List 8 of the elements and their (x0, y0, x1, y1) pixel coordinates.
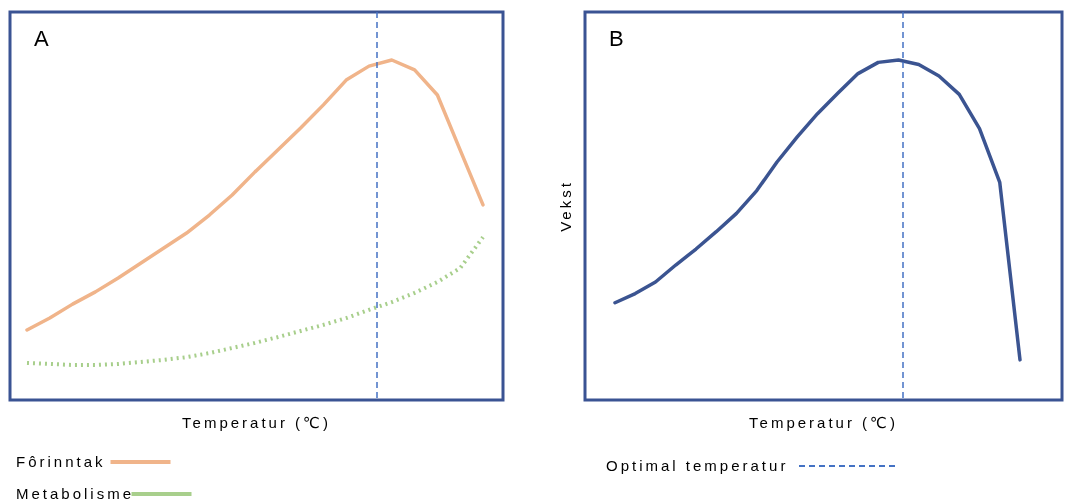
legend-label: Fôrinntak (16, 453, 106, 470)
text: Optimal temperatur (606, 457, 789, 474)
chart-title: A (34, 26, 49, 51)
legend-label: Metabolisme (16, 485, 135, 501)
x-axis-title: Temperatur (℃) (182, 414, 331, 431)
y-axis-title: Vekst (557, 180, 574, 232)
x-axis-title: Temperatur (℃) (749, 414, 898, 431)
chart-title: B (609, 26, 624, 51)
